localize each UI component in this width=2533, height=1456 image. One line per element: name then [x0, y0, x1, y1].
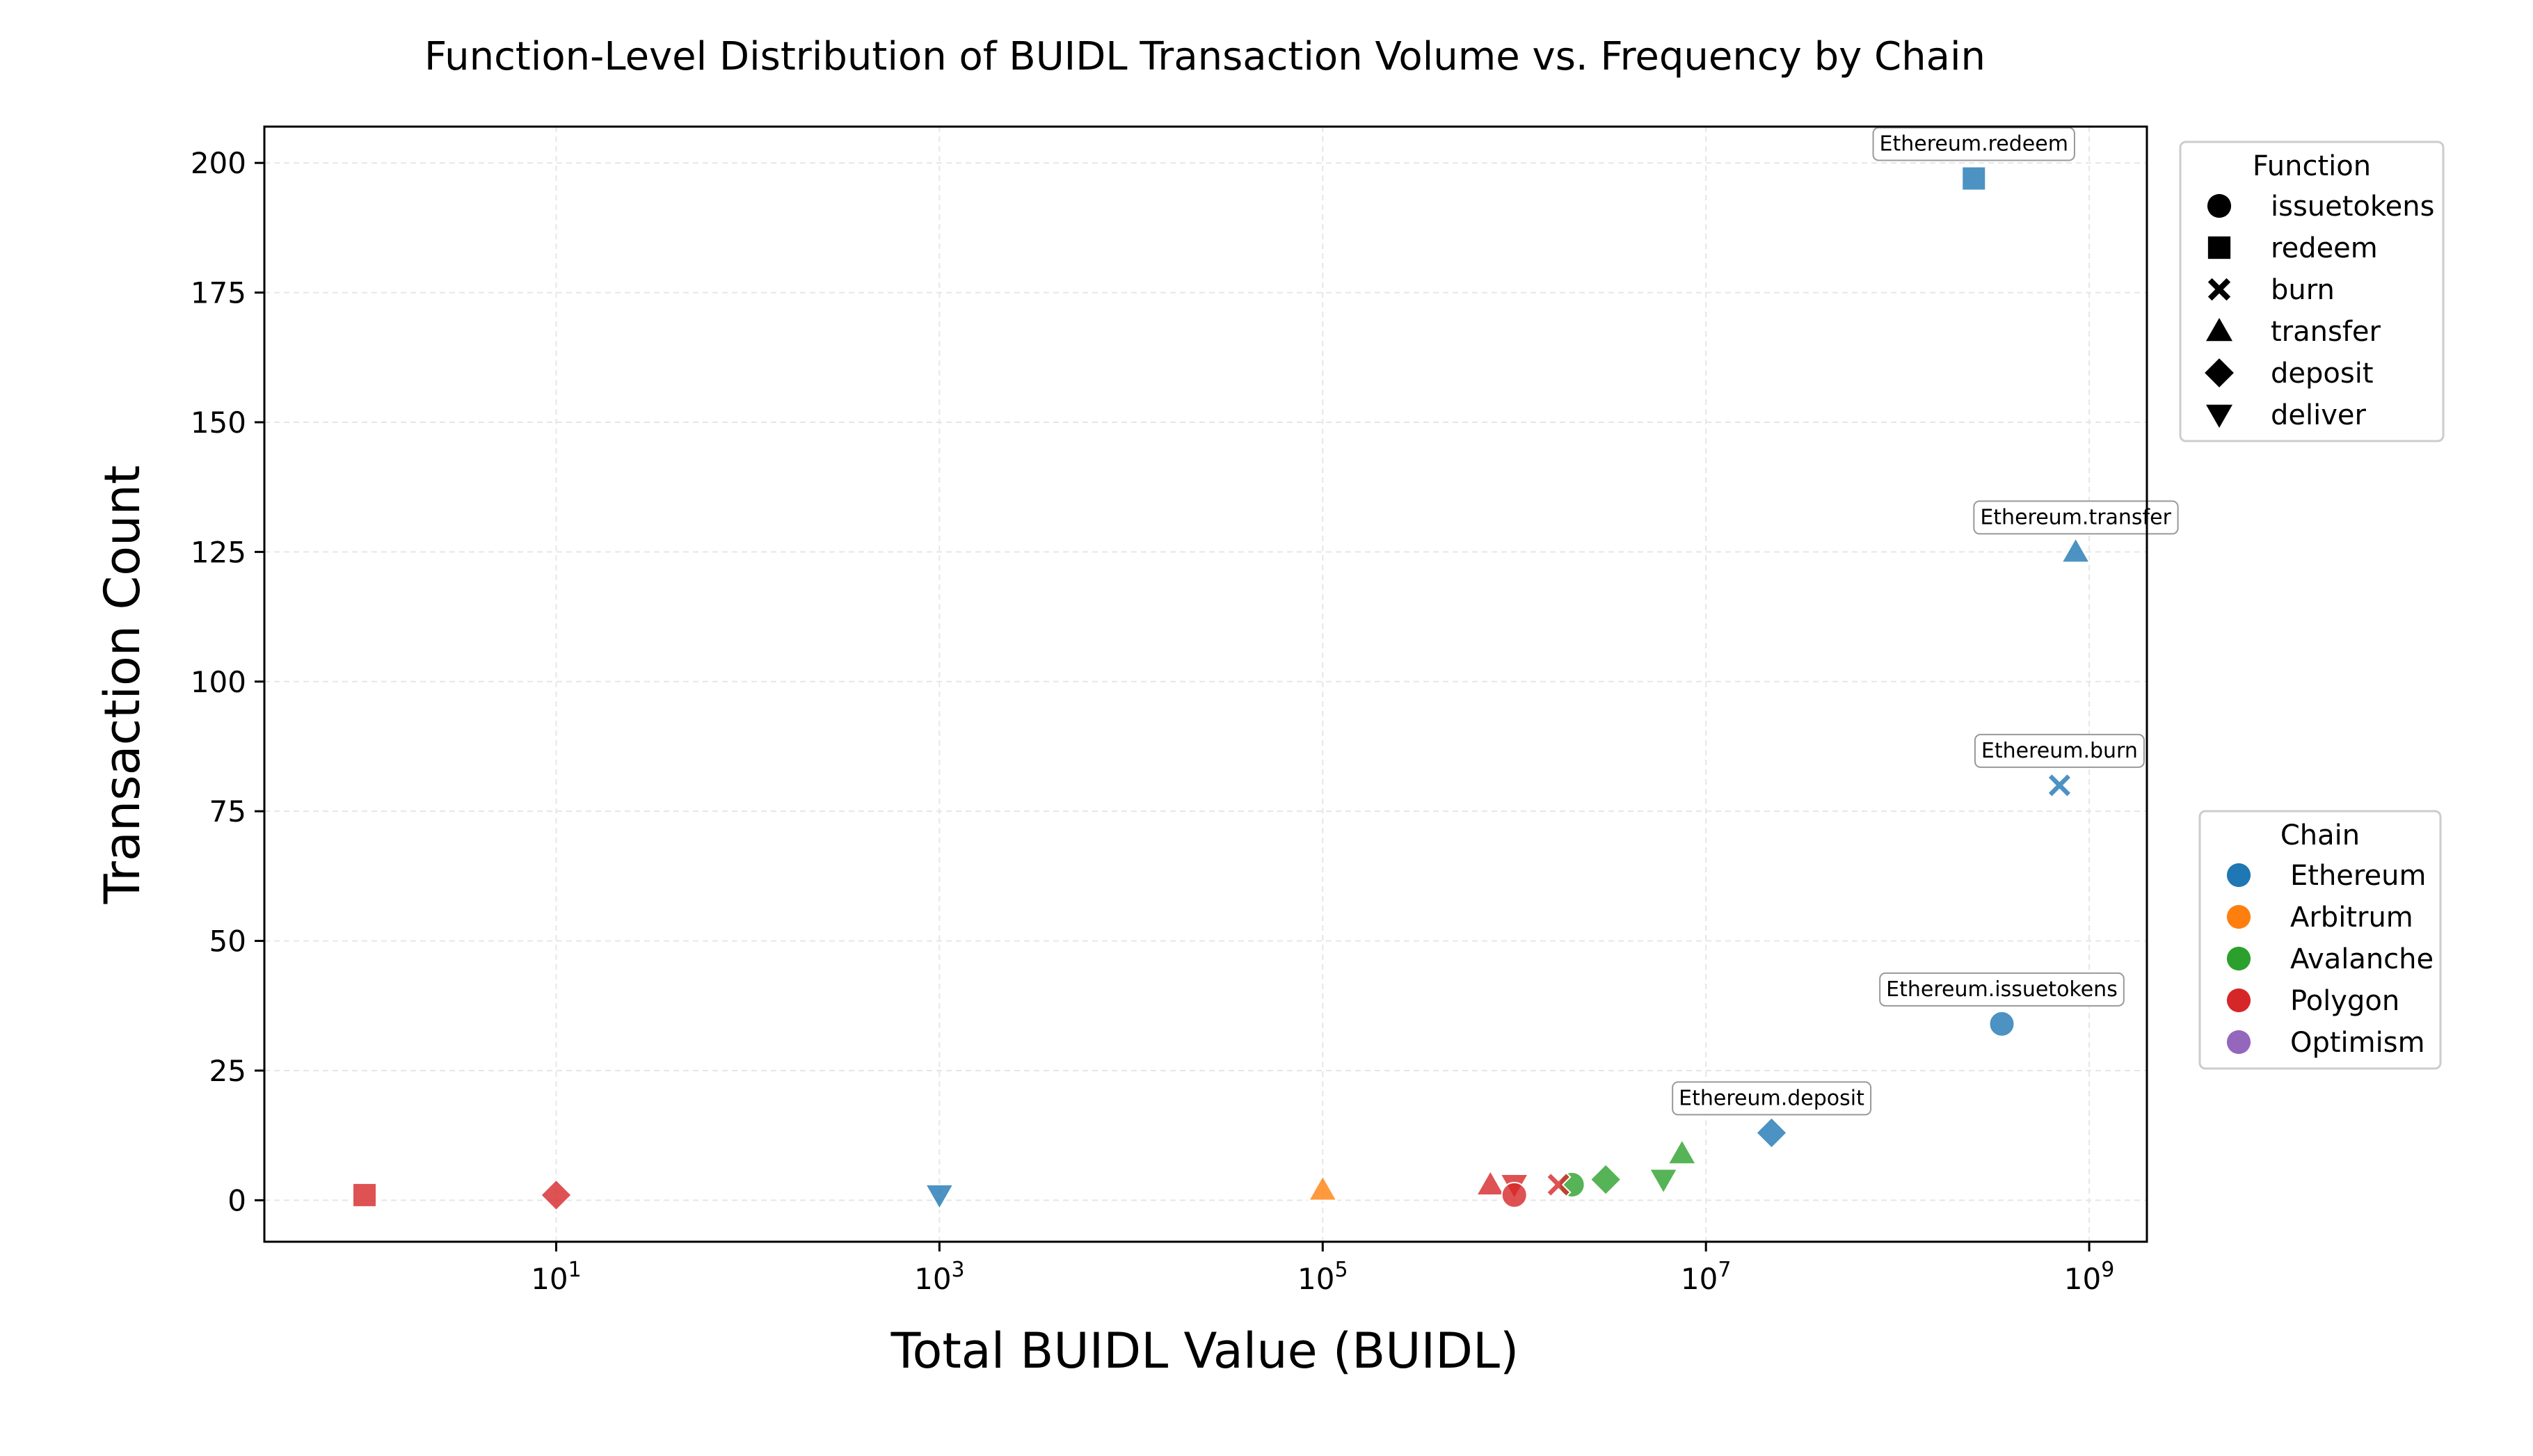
- legend-label: Ethereum: [2290, 860, 2426, 892]
- data-point-avalanche-deposit: [1589, 1163, 1622, 1196]
- x-tick-label: 103: [914, 1258, 965, 1296]
- data-point-avalanche-transfer: [1667, 1138, 1697, 1165]
- x-tick-label: 107: [1681, 1258, 1732, 1296]
- annotation-box: [1672, 1081, 1872, 1116]
- y-tick-label: 125: [191, 535, 246, 569]
- annotation-label: Ethereum.deposit: [1679, 1086, 1864, 1110]
- function-legend: Function issuetokens redeem burn transfer dep…: [2179, 141, 2445, 442]
- chart-title: Function-Level Distribution of BUIDL Tra…: [424, 34, 1985, 79]
- legend-marker-polygon: [2226, 988, 2251, 1013]
- y-axis-label: Transaction Count: [94, 465, 151, 905]
- chain-legend: Chain Ethereum Arbitrum Avalanche Polygon Opt…: [2198, 810, 2442, 1070]
- legend-label: deposit: [2271, 358, 2374, 390]
- legend-label: Arbitrum: [2290, 902, 2413, 934]
- annotation-label: Ethereum.issuetokens: [1886, 977, 2118, 1002]
- point-annotation: Ethereum.transfer: [1973, 500, 2179, 535]
- annotation-box: [1872, 127, 2075, 161]
- legend-marker-optimism: [2226, 1030, 2251, 1055]
- annotation-label: Ethereum.burn: [1981, 739, 2138, 763]
- legend-title: Chain: [2280, 819, 2360, 851]
- point-annotation: Ethereum.issuetokens: [1879, 972, 2125, 1007]
- data-point-ethereum-issuetokens: [1988, 1010, 2015, 1037]
- data-points: [352, 166, 2091, 1212]
- x-tick-label: 105: [1297, 1258, 1348, 1296]
- point-annotation: Ethereum.burn: [1974, 733, 2145, 768]
- legend-marker-burn: [2207, 278, 2231, 301]
- annotation-box: [1879, 972, 2125, 1007]
- data-point-polygon-deposit: [540, 1178, 573, 1212]
- y-tick-label: 50: [209, 925, 246, 959]
- data-point-ethereum-redeem: [1961, 166, 1987, 191]
- data-point-avalanche-deliver: [1648, 1168, 1679, 1195]
- legend-frame: [2179, 141, 2445, 442]
- annotation-label: Ethereum.transfer: [1980, 505, 2171, 529]
- legend-label: burn: [2271, 274, 2335, 306]
- legend-marker-avalanche: [2226, 946, 2251, 971]
- legend-label: transfer: [2271, 316, 2381, 348]
- x-tick-label: 101: [531, 1258, 582, 1296]
- legend-title: Function: [2253, 150, 2371, 182]
- y-tick-label: 150: [191, 406, 246, 440]
- legend-marker-ethereum: [2226, 863, 2251, 888]
- annotation-box: [1973, 500, 2179, 535]
- point-annotation: Ethereum.deposit: [1672, 1081, 1872, 1116]
- legend-marker-transfer: [2206, 318, 2232, 342]
- legend-label: issuetokens: [2271, 191, 2434, 223]
- axis-ticks: 0 25 50 75 100 125 150 175 200 101 103 105 107 109: [191, 146, 2115, 1296]
- data-point-polygon-issuetokens: [1501, 1181, 1528, 1208]
- y-tick-label: 175: [191, 276, 246, 310]
- legend-label: Optimism: [2290, 1027, 2425, 1059]
- legend-label: deliver: [2271, 399, 2367, 431]
- data-point-arbitrum-transfer: [1307, 1174, 1339, 1201]
- data-point-polygon-burn: [1545, 1171, 1572, 1198]
- data-point-ethereum-transfer: [2060, 536, 2091, 563]
- legend-frame: [2198, 810, 2442, 1070]
- annotation-label: Ethereum.redeem: [1880, 132, 2068, 157]
- legend-label: Polygon: [2290, 985, 2399, 1017]
- legend-marker-arbitrum: [2226, 904, 2251, 929]
- legend-label: redeem: [2271, 232, 2378, 264]
- x-tick-label: 109: [2064, 1258, 2115, 1296]
- grid: [264, 127, 2147, 1242]
- y-tick-label: 0: [227, 1183, 246, 1217]
- x-axis-label: Total BUIDL Value (BUIDL): [890, 1322, 1519, 1379]
- legend-label: Avalanche: [2290, 943, 2434, 975]
- legend-marker-deliver: [2206, 404, 2232, 428]
- annotation-box: [1974, 733, 2145, 768]
- data-point-ethereum-deliver: [924, 1183, 955, 1210]
- y-tick-label: 25: [209, 1054, 246, 1088]
- data-point-ethereum-deposit: [1755, 1117, 1788, 1149]
- legend-marker-redeem: [2207, 236, 2231, 259]
- legend-marker-deposit: [2205, 358, 2234, 387]
- y-tick-label: 200: [191, 146, 246, 180]
- legend-marker-issuetokens: [2207, 193, 2232, 218]
- data-point-polygon-redeem: [352, 1182, 378, 1208]
- data-point-ethereum-burn: [2046, 772, 2072, 799]
- point-annotations: Ethereum.redeem Ethereum.transfer Ethereum…: [1672, 127, 2179, 1116]
- y-tick-label: 75: [209, 794, 246, 829]
- data-point-polygon-transfer: [1475, 1169, 1506, 1196]
- plot-area-frame: [263, 125, 2148, 1243]
- point-annotation: Ethereum.redeem: [1872, 127, 2075, 161]
- y-tick-label: 100: [191, 665, 246, 699]
